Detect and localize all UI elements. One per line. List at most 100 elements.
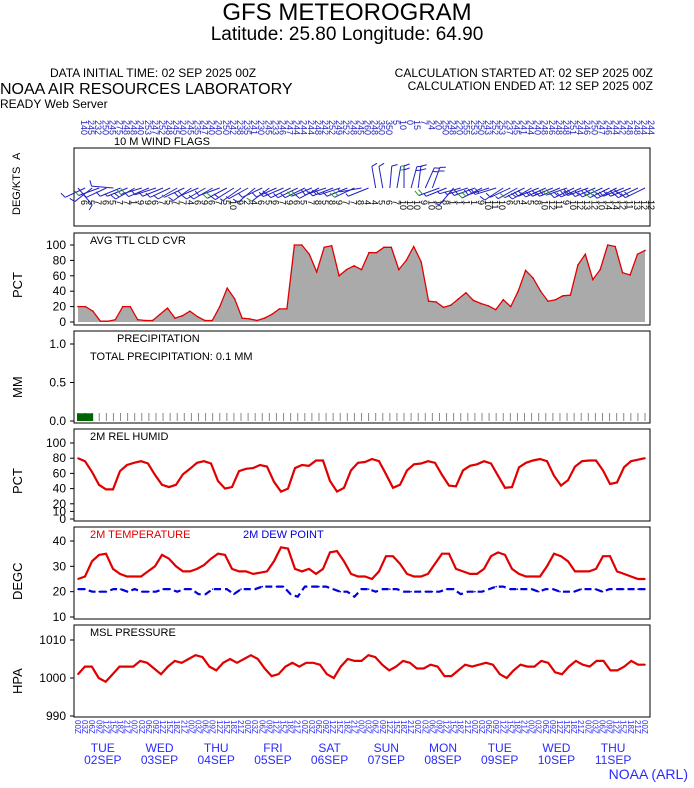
pressure-line-point — [505, 677, 508, 679]
wind-barb — [538, 190, 544, 196]
humidity-line-point — [154, 474, 156, 476]
cloud-cover-line-point — [502, 298, 505, 301]
wind-speed-label: 5 — [320, 200, 330, 205]
humidity-line-point — [350, 469, 352, 472]
wind-barb — [403, 167, 410, 171]
cloud-cover-line-point — [323, 246, 325, 249]
wind-barb — [609, 190, 615, 196]
hour-tick-label: 21Z — [520, 720, 529, 734]
pressure-line-point — [125, 665, 128, 668]
wind-barb — [181, 194, 187, 200]
temperature-line-point — [84, 575, 86, 578]
wind-barb — [436, 203, 440, 206]
temperature-line-point — [518, 573, 520, 575]
pressure-line-point — [630, 660, 632, 662]
wind-direction-label: 248 — [554, 120, 564, 135]
wind-barb — [311, 189, 317, 195]
cloud-cover-line-point — [480, 302, 482, 305]
wind-barb — [592, 189, 598, 195]
hour-tick-label: 00Z — [300, 720, 309, 734]
humidity-line-point — [588, 459, 590, 462]
dewpoint-line-point — [296, 595, 299, 598]
temperature-line-point — [168, 557, 170, 560]
wind-barb — [95, 191, 101, 197]
day-of-week-label: WED — [146, 741, 174, 755]
temperature-line-point — [203, 564, 205, 566]
temperature-line-point — [119, 573, 121, 575]
cloud-ytick-label: 60 — [53, 269, 67, 283]
wind-flag — [256, 187, 277, 198]
cloud-cover-line-point — [92, 310, 94, 313]
humidity-line-point — [378, 460, 380, 463]
dewpoint-line-point — [148, 590, 150, 593]
wind-barb — [88, 204, 93, 211]
pressure-line-point — [146, 662, 148, 664]
wind-barb — [464, 189, 469, 196]
wind-barb — [624, 191, 630, 197]
cloud-cover-line-point — [159, 313, 161, 316]
dewpoint-line-point — [155, 590, 157, 593]
wind-barb — [104, 193, 108, 197]
wind-speed-label: 1 — [462, 200, 472, 205]
cloud-cover-line-point — [494, 308, 497, 311]
wind-barb — [602, 190, 608, 196]
dewpoint-line-point — [325, 585, 327, 588]
wind-flag — [378, 166, 384, 189]
hour-tick-label: 09Z — [548, 720, 557, 734]
hour-tick-label: 06Z — [257, 720, 266, 734]
wind-barb — [130, 189, 136, 196]
temperature-line-point — [350, 573, 352, 575]
cloud-cover-line-point — [233, 298, 236, 300]
temperature-line-point — [357, 575, 359, 578]
pressure-line-point — [443, 675, 446, 677]
wind-flag — [410, 166, 418, 189]
hour-tick-label: 00Z — [527, 720, 536, 734]
wind-direction-label: 242 — [320, 120, 330, 135]
wind-direction-label: 275 — [114, 120, 124, 135]
temperature-line-point — [525, 575, 527, 578]
pressure-line-point — [153, 667, 155, 670]
humidity-line-point — [210, 462, 212, 465]
hour-tick-label: 12Z — [215, 720, 224, 734]
wind-direction-label: 244 — [639, 120, 649, 135]
cloud-cover-line-point — [405, 259, 408, 262]
humid-ytick-label: 40 — [53, 482, 67, 496]
temperature-line-point — [294, 568, 296, 570]
wind-direction-label: 248 — [632, 120, 642, 135]
temperature-line-point — [539, 575, 541, 578]
humidity-line-point — [399, 484, 401, 486]
wind-speed-label: 4 — [370, 200, 380, 205]
wind-barb — [194, 190, 200, 196]
wind-direction-label: 250 — [476, 120, 486, 135]
pressure-line-point — [416, 667, 418, 670]
wind-speed-label: 5 — [164, 200, 174, 205]
temperature-line-point — [77, 578, 79, 580]
wind-direction-label: 350 — [377, 120, 387, 135]
wind-barb — [225, 196, 230, 200]
cloud-cover-line-point — [226, 287, 229, 289]
pressure-ytick-label: 990 — [46, 709, 66, 723]
wind-speed-label: 8 — [355, 200, 365, 205]
dewpoint-line-point — [360, 588, 363, 590]
hour-tick-label: 18Z — [512, 720, 521, 734]
pressure-line-point — [174, 660, 176, 662]
day-of-week-label: THU — [601, 741, 626, 755]
humid-ytick-label: 0 — [59, 512, 66, 526]
cloud-cover-line-point — [144, 319, 146, 322]
dewpoint-line-point — [622, 588, 625, 590]
temperature-line-point — [245, 570, 247, 573]
cloud-cover-line-point — [577, 264, 579, 266]
cloud-cover-line-point — [166, 307, 169, 309]
temperature-line-point — [497, 551, 499, 554]
wind-barb — [188, 194, 194, 200]
pressure-line-point — [208, 665, 211, 668]
wind-speed-label: 1 — [129, 200, 139, 205]
dewpoint-line-point — [502, 585, 505, 588]
cloud-cover-line-point — [107, 320, 109, 323]
day-date-label: 11SEP — [595, 753, 631, 767]
cloud-cover-line-point — [204, 319, 206, 322]
pressure-line-point — [526, 665, 529, 668]
cloud-cover-line-point — [532, 277, 534, 279]
dewpoint-line-point — [459, 593, 462, 595]
server-label: READY Web Server — [0, 97, 108, 111]
